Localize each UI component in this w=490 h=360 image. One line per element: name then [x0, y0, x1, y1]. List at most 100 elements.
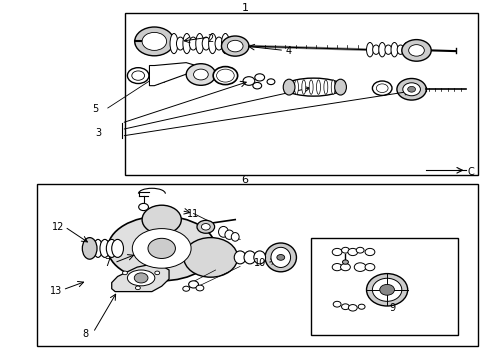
Ellipse shape	[284, 78, 343, 96]
Ellipse shape	[372, 81, 392, 95]
Ellipse shape	[243, 77, 255, 85]
Ellipse shape	[186, 64, 216, 85]
Bar	[311, 238, 458, 335]
Ellipse shape	[348, 305, 357, 311]
Text: C: C	[467, 167, 474, 177]
Ellipse shape	[332, 248, 342, 256]
Ellipse shape	[294, 80, 298, 94]
Ellipse shape	[213, 67, 238, 85]
Ellipse shape	[184, 238, 238, 277]
Ellipse shape	[331, 80, 335, 94]
Ellipse shape	[217, 69, 234, 82]
Ellipse shape	[148, 238, 175, 258]
Ellipse shape	[106, 239, 117, 257]
Ellipse shape	[112, 239, 123, 257]
Ellipse shape	[196, 33, 203, 54]
Ellipse shape	[265, 243, 296, 272]
Ellipse shape	[339, 80, 343, 94]
Text: 13: 13	[50, 285, 63, 296]
Ellipse shape	[277, 255, 285, 260]
Text: 4: 4	[286, 46, 292, 56]
Ellipse shape	[391, 42, 398, 57]
Ellipse shape	[183, 286, 190, 291]
Ellipse shape	[287, 80, 291, 94]
Ellipse shape	[283, 79, 295, 95]
Ellipse shape	[333, 301, 341, 307]
Ellipse shape	[221, 33, 229, 54]
Ellipse shape	[221, 36, 249, 56]
Ellipse shape	[354, 263, 366, 271]
Ellipse shape	[132, 229, 191, 268]
Ellipse shape	[225, 230, 234, 239]
Ellipse shape	[134, 273, 148, 283]
Ellipse shape	[142, 205, 181, 234]
Ellipse shape	[367, 42, 373, 57]
Text: 12: 12	[51, 222, 64, 232]
Ellipse shape	[122, 271, 127, 275]
Ellipse shape	[201, 224, 210, 230]
Ellipse shape	[365, 264, 375, 271]
Ellipse shape	[176, 37, 184, 50]
Ellipse shape	[135, 27, 174, 56]
Ellipse shape	[142, 32, 167, 50]
Text: 8: 8	[83, 329, 89, 339]
Ellipse shape	[380, 284, 394, 295]
Text: 1: 1	[242, 3, 248, 13]
Ellipse shape	[367, 274, 408, 306]
Ellipse shape	[189, 37, 197, 50]
Text: 10: 10	[254, 258, 266, 268]
Bar	[37, 184, 478, 346]
Ellipse shape	[342, 247, 349, 253]
Ellipse shape	[108, 216, 216, 281]
Ellipse shape	[397, 78, 426, 100]
Ellipse shape	[255, 74, 265, 81]
Ellipse shape	[379, 42, 386, 57]
Ellipse shape	[219, 226, 228, 237]
Text: 7: 7	[105, 258, 111, 268]
Ellipse shape	[127, 270, 155, 286]
Ellipse shape	[402, 40, 431, 61]
Ellipse shape	[342, 304, 349, 310]
Ellipse shape	[139, 203, 148, 211]
Ellipse shape	[335, 79, 346, 95]
Ellipse shape	[194, 69, 208, 80]
Ellipse shape	[215, 37, 223, 50]
Ellipse shape	[183, 33, 191, 54]
Ellipse shape	[202, 37, 210, 50]
Ellipse shape	[408, 86, 416, 92]
Bar	[125, 13, 478, 175]
Polygon shape	[149, 63, 194, 86]
Ellipse shape	[372, 45, 379, 54]
Ellipse shape	[209, 33, 217, 54]
Text: 11: 11	[188, 209, 200, 219]
Text: 6: 6	[242, 175, 248, 185]
Ellipse shape	[385, 45, 392, 54]
Ellipse shape	[309, 80, 313, 94]
Ellipse shape	[324, 80, 328, 94]
Ellipse shape	[271, 247, 291, 267]
Ellipse shape	[135, 286, 140, 290]
Ellipse shape	[267, 79, 275, 85]
Ellipse shape	[155, 271, 160, 275]
Ellipse shape	[302, 80, 306, 94]
Ellipse shape	[348, 248, 358, 256]
Ellipse shape	[170, 33, 178, 54]
Text: 9: 9	[389, 303, 395, 313]
Ellipse shape	[376, 84, 388, 93]
Ellipse shape	[343, 260, 348, 264]
Ellipse shape	[365, 248, 375, 256]
Ellipse shape	[341, 264, 350, 271]
Text: 3: 3	[95, 128, 101, 138]
Ellipse shape	[231, 233, 239, 241]
Ellipse shape	[196, 285, 204, 291]
Ellipse shape	[332, 264, 342, 271]
Ellipse shape	[189, 281, 198, 288]
Ellipse shape	[82, 238, 97, 259]
Text: 5: 5	[93, 104, 98, 114]
Ellipse shape	[197, 220, 215, 233]
Text: 2: 2	[208, 34, 214, 44]
Ellipse shape	[356, 247, 364, 253]
Ellipse shape	[372, 278, 402, 301]
Ellipse shape	[403, 83, 420, 96]
Ellipse shape	[227, 40, 243, 52]
